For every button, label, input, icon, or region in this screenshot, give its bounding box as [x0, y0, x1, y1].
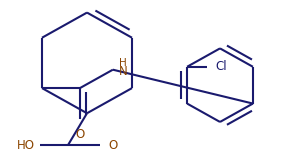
Text: N: N: [119, 65, 127, 78]
Text: HO: HO: [17, 139, 35, 152]
Text: O: O: [75, 128, 84, 141]
Text: Cl: Cl: [215, 60, 227, 73]
Text: H: H: [119, 58, 127, 68]
Text: O: O: [108, 139, 117, 152]
